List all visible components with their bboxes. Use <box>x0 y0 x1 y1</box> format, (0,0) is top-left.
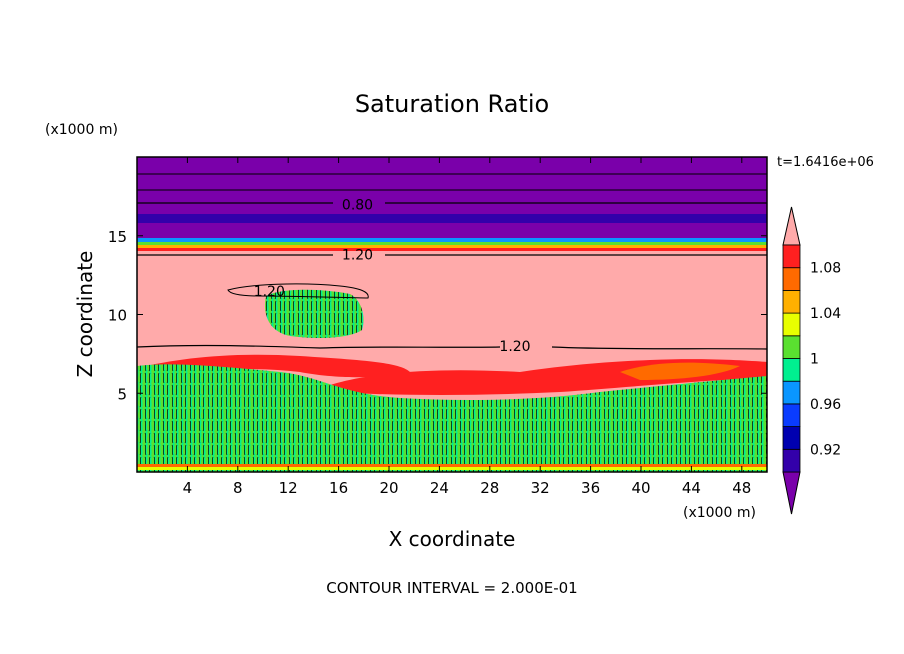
contour-labels: 0.80 1.20 1.20 1.20 <box>254 197 531 355</box>
colorbar-swatch <box>782 267 801 291</box>
colorbar-swatch <box>782 335 801 359</box>
y-tick-label: 10 <box>108 307 127 325</box>
y-unit-label: (x1000 m) <box>45 122 118 138</box>
colorbar-swatch <box>782 380 801 405</box>
x-tick-label: 48 <box>732 479 751 497</box>
contour-label: 1.20 <box>342 248 373 264</box>
x-tick-label: 20 <box>379 479 398 497</box>
surface-band-yellow <box>137 467 767 470</box>
x-tick-label: 28 <box>480 479 499 497</box>
colorbar-swatch <box>782 358 801 382</box>
colorbar-over-arrow <box>782 206 801 246</box>
colorbar-label: 0.96 <box>810 397 841 413</box>
x-unit-label: (x1000 m) <box>683 505 756 521</box>
colorbar-swatch <box>782 426 801 450</box>
chart-title: Saturation Ratio <box>355 90 549 118</box>
transition-band-red <box>137 248 767 251</box>
colorbar-swatch <box>782 448 801 473</box>
mixed-layer <box>137 364 767 472</box>
colorbar-label: 0.92 <box>810 442 841 458</box>
y-axis: 5 10 15 <box>108 228 767 403</box>
colorbar-label: 1.04 <box>810 306 841 322</box>
saturation-field <box>137 157 767 472</box>
colorbar-label: 1 <box>810 352 819 368</box>
red-layer-left <box>137 354 410 378</box>
colorbar: 0.92 0.96 1 1.04 1.08 <box>782 206 841 515</box>
x-tick-label: 32 <box>531 479 550 497</box>
contour-label: 1.20 <box>499 339 530 355</box>
orange-patch <box>620 362 740 380</box>
dry-layer-band <box>137 214 767 223</box>
x-tick-label: 40 <box>631 479 650 497</box>
surface-band-red <box>137 464 767 467</box>
x-tick-label: 4 <box>183 479 193 497</box>
contour-interval-footer: CONTOUR INTERVAL = 2.000E-01 <box>326 579 577 597</box>
transition-band-blue <box>137 238 767 242</box>
colorbar-label: 1.08 <box>810 261 841 277</box>
colorbar-swatch <box>782 312 801 337</box>
contour-1-20-bottom <box>137 344 767 350</box>
x-axis: 4 8 12 16 20 24 28 32 36 40 44 48 <box>183 157 751 497</box>
x-tick-label: 36 <box>581 479 600 497</box>
y-tick-label: 15 <box>108 228 127 246</box>
x-axis-label: X coordinate <box>389 527 516 551</box>
colorbar-swatch <box>782 289 801 314</box>
cloud-patch <box>265 289 364 338</box>
colorbar-under-arrow <box>782 471 801 515</box>
colorbar-swatch <box>782 403 801 427</box>
contour-label: 1.20 <box>254 284 285 300</box>
transition-band-orange <box>137 245 767 248</box>
y-axis-label: Z coordinate <box>73 251 97 378</box>
x-tick-label: 16 <box>329 479 348 497</box>
x-tick-label: 12 <box>279 479 298 497</box>
cloud-anvil-contour <box>227 283 369 299</box>
time-label: t=1.6416e+06 <box>777 155 874 170</box>
dry-layer <box>137 157 767 243</box>
x-tick-label: 24 <box>430 479 449 497</box>
y-tick-label: 5 <box>117 385 127 403</box>
x-tick-label: 44 <box>682 479 701 497</box>
x-tick-label: 8 <box>233 479 243 497</box>
contour-label: 0.80 <box>342 197 373 213</box>
colorbar-swatch <box>782 244 801 269</box>
transition-band-green <box>137 242 767 245</box>
